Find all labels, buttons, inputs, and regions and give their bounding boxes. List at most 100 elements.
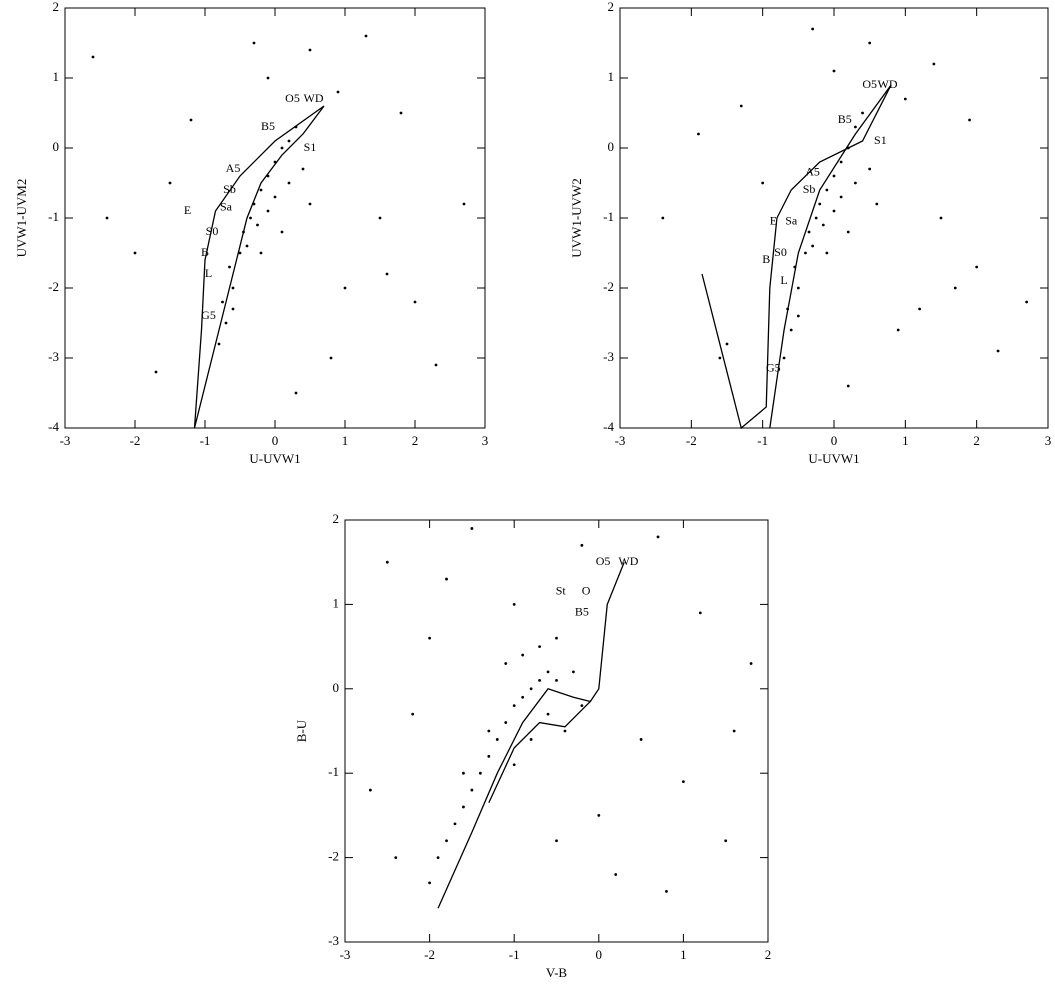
data-point	[91, 55, 95, 59]
data-point	[504, 721, 508, 724]
y-tick-label: -2	[328, 849, 339, 864]
data-point	[732, 729, 736, 733]
model-track	[701, 84, 892, 430]
data-point	[266, 76, 270, 80]
annotation: Sa	[220, 199, 233, 213]
data-point	[718, 356, 722, 360]
x-tick-label: -1	[509, 947, 520, 962]
data-point	[761, 181, 765, 185]
x-tick-label: 1	[680, 947, 687, 962]
data-point	[238, 251, 242, 255]
data-point	[252, 41, 256, 45]
data-point	[462, 771, 465, 775]
data-point	[273, 195, 277, 199]
data-point	[996, 349, 1000, 353]
annotation: A5	[226, 161, 241, 175]
model-track	[193, 105, 325, 429]
data-point	[252, 202, 256, 206]
data-point	[294, 125, 298, 129]
x-tick-label: 2	[973, 433, 980, 448]
annotation: B5	[261, 119, 275, 133]
data-point	[793, 265, 797, 269]
data-point	[512, 763, 516, 767]
data-point	[411, 712, 415, 716]
data-point	[661, 216, 665, 220]
annotation: Sb	[223, 182, 236, 196]
data-point	[487, 729, 491, 733]
data-point	[953, 286, 957, 290]
data-point	[529, 738, 533, 741]
annotation: B5	[838, 112, 852, 126]
data-point	[189, 118, 193, 122]
data-point	[242, 230, 245, 234]
data-point	[896, 328, 900, 332]
annotation: S0	[206, 224, 219, 238]
data-point	[832, 69, 836, 73]
data-point	[749, 662, 753, 665]
data-point	[698, 611, 702, 615]
annotation: S1	[874, 133, 887, 147]
data-point	[697, 132, 700, 136]
data-point	[336, 90, 340, 94]
x-axis-label: U-UVW1	[808, 451, 859, 466]
data-point	[918, 307, 921, 311]
data-point	[580, 704, 584, 708]
data-point	[231, 286, 235, 290]
y-axis-label: B-U	[294, 719, 309, 742]
data-point	[804, 251, 807, 255]
data-point	[665, 889, 668, 893]
data-point	[832, 174, 836, 178]
data-point	[399, 111, 403, 115]
data-point	[839, 160, 843, 164]
x-tick-label: 1	[342, 433, 349, 448]
y-tick-label: -2	[603, 279, 614, 294]
x-tick-label: -2	[686, 433, 697, 448]
x-tick-label: 0	[831, 433, 838, 448]
y-tick-label: 2	[608, 0, 615, 14]
data-point	[280, 230, 284, 234]
data-point	[555, 839, 558, 843]
annotation: WD	[878, 77, 898, 91]
data-point	[168, 181, 172, 185]
annotation: B	[762, 252, 770, 266]
data-point	[580, 543, 584, 547]
annotation: G5	[766, 360, 781, 374]
data-point	[782, 356, 786, 360]
data-point	[811, 27, 814, 31]
data-point	[939, 216, 943, 220]
data-point	[308, 48, 312, 52]
data-point	[343, 286, 347, 290]
annotation: B5	[575, 605, 589, 619]
x-tick-label: -3	[615, 433, 626, 448]
y-tick-label: -4	[603, 419, 614, 434]
x-tick-label: -1	[200, 433, 211, 448]
plot-frame	[64, 7, 486, 429]
data-point	[811, 244, 814, 248]
data-point	[796, 286, 800, 290]
data-point	[287, 139, 291, 143]
data-point	[273, 160, 277, 164]
data-point	[385, 272, 389, 276]
data-point	[724, 839, 728, 843]
data-point	[512, 704, 516, 708]
data-point	[462, 202, 466, 206]
data-point	[445, 577, 448, 581]
annotation: S1	[304, 140, 317, 154]
model-track	[769, 84, 892, 429]
annotation: A5	[805, 164, 820, 178]
x-tick-label: 3	[1045, 433, 1052, 448]
annotation: E	[184, 203, 191, 217]
data-point	[259, 251, 263, 255]
data-point	[639, 738, 643, 741]
data-point	[221, 300, 224, 304]
y-tick-label: -3	[328, 933, 339, 948]
data-point	[301, 167, 305, 171]
data-point	[861, 111, 864, 115]
y-tick-label: -1	[603, 209, 614, 224]
data-point	[614, 873, 618, 876]
data-point	[266, 174, 270, 178]
annotation: Sa	[785, 213, 798, 227]
x-tick-label: 0	[272, 433, 279, 448]
